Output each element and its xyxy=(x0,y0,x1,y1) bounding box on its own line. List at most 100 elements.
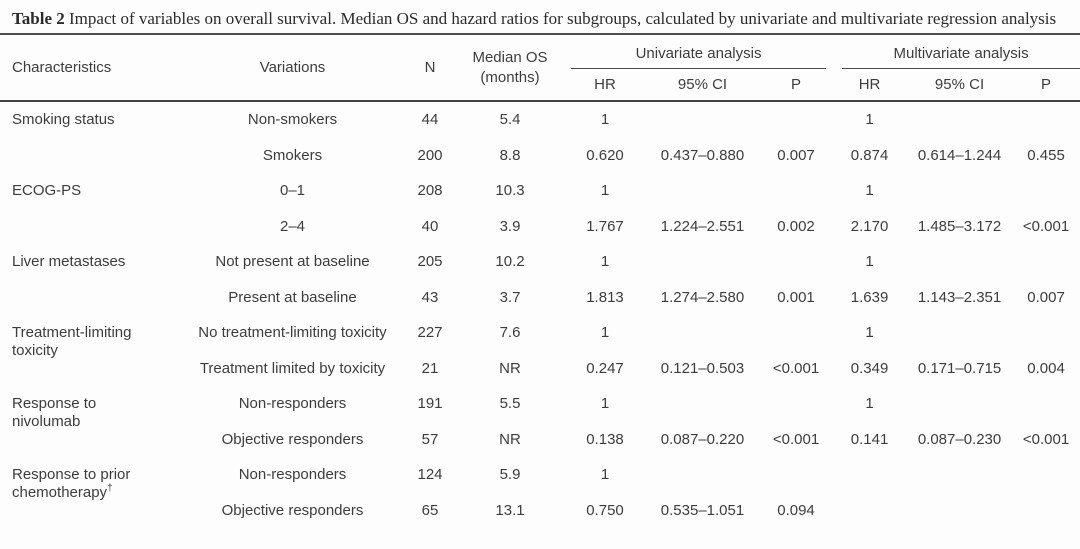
cell-uni-ci xyxy=(645,315,760,351)
cell-variation: 0–1 xyxy=(279,182,306,200)
cell-uni-p: 0.002 xyxy=(777,217,815,235)
cell-uni-p: 0.001 xyxy=(777,288,815,306)
header-group-row: Characteristics Variations N Median OS (… xyxy=(0,34,1080,102)
cell-variation: No treatment-limiting toxicity xyxy=(198,324,387,342)
cell-variation: Non-responders xyxy=(238,466,347,484)
cell-uni-ci: 0.087–0.220 xyxy=(660,430,745,448)
table-row: Treatment limited by toxicity 21 NR 0.24… xyxy=(0,351,1080,387)
cell-median-os: NR xyxy=(499,430,521,448)
cell-multi-ci: 0.171–0.715 xyxy=(917,359,1002,377)
cell-uni-ci xyxy=(645,386,760,422)
col-header-p-univariate: P xyxy=(760,69,833,102)
cell-multi-p: 0.455 xyxy=(1027,146,1065,164)
col-header-p-multivariate: P xyxy=(1012,69,1080,102)
cell-multi-p xyxy=(1012,244,1080,280)
cell-uni-hr: 1 xyxy=(600,253,610,271)
cell-multi-ci xyxy=(907,493,1012,529)
cell-variation: 2–4 xyxy=(279,217,306,235)
cell-multi-ci xyxy=(907,173,1012,209)
cell-multi-p xyxy=(1012,173,1080,209)
table-caption-label: Table 2 xyxy=(12,9,65,28)
col-header-variations: Variations xyxy=(180,34,405,102)
cell-variation: Non-responders xyxy=(238,395,347,413)
cell-multi-p: 0.004 xyxy=(1027,359,1065,377)
cell-uni-hr: 0.247 xyxy=(586,359,624,377)
cell-multi-hr xyxy=(832,493,907,529)
cell-uni-hr: 1 xyxy=(600,182,610,200)
cell-median-os: 3.7 xyxy=(499,288,521,306)
cell-uni-hr: 0.138 xyxy=(586,430,624,448)
cell-multi-p xyxy=(1012,457,1080,493)
table-row: Response to prior chemotherapy† Non-resp… xyxy=(0,457,1080,501)
cell-median-os: 8.8 xyxy=(499,146,521,164)
cell-n: 21 xyxy=(421,359,439,377)
table-row: Treatment-limiting toxicity No treatment… xyxy=(0,315,1080,359)
table-caption: Table 2 Impact of variables on overall s… xyxy=(0,0,1080,33)
cell-uni-p: 0.007 xyxy=(777,146,815,164)
cell-multi-ci: 0.087–0.230 xyxy=(917,430,1002,448)
cell-characteristic: Liver metastases xyxy=(12,253,126,270)
cell-variation: Objective responders xyxy=(221,430,364,448)
table-row: Objective responders 65 13.1 0.750 0.535… xyxy=(0,493,1080,529)
table-row: 2–4 40 3.9 1.767 1.224–2.551 0.002 2.170… xyxy=(0,209,1080,245)
cell-multi-hr: 2.170 xyxy=(850,217,889,235)
cell-uni-hr: 0.620 xyxy=(586,146,624,164)
cell-median-os: 5.5 xyxy=(499,395,521,413)
dagger-footnote-marker: † xyxy=(107,483,113,494)
cell-uni-hr: 1 xyxy=(600,111,610,129)
cell-multi-hr: 0.141 xyxy=(850,430,889,448)
cell-uni-hr: 1 xyxy=(600,466,610,484)
cell-uni-ci xyxy=(645,101,760,138)
cell-uni-p xyxy=(760,457,832,493)
cell-median-os: 5.4 xyxy=(499,111,521,129)
cell-variation: Non-smokers xyxy=(247,111,338,129)
col-group-multivariate: Multivariate analysis xyxy=(832,34,1080,69)
table-row: Response to nivolumab Non-responders 191… xyxy=(0,386,1080,430)
cell-characteristic: Response to prior chemotherapy† xyxy=(0,457,180,528)
cell-median-os: NR xyxy=(499,359,521,377)
cell-characteristic: ECOG-PS xyxy=(12,182,82,199)
cell-uni-hr: 1.767 xyxy=(586,217,624,235)
cell-uni-hr: 1.813 xyxy=(586,288,624,306)
table-row: Present at baseline 43 3.7 1.813 1.274–2… xyxy=(0,280,1080,316)
cell-uni-hr: 1 xyxy=(600,395,610,413)
cell-uni-hr: 1 xyxy=(600,324,610,342)
col-header-ci-univariate: 95% CI xyxy=(645,69,760,102)
cell-multi-hr: 1 xyxy=(865,324,874,342)
cell-uni-p: <0.001 xyxy=(772,359,820,377)
cell-multi-ci xyxy=(907,315,1012,351)
col-header-median-os: Median OS (months) xyxy=(455,34,565,102)
cell-variation: Present at baseline xyxy=(228,288,357,306)
cell-median-os: 10.2 xyxy=(495,253,525,271)
cell-uni-p xyxy=(760,386,832,422)
cell-uni-p: <0.001 xyxy=(772,430,820,448)
table-row: Smoking status Non-smokers 44 5.4 1 1 xyxy=(0,101,1080,138)
cell-multi-ci xyxy=(907,386,1012,422)
cell-uni-ci xyxy=(645,457,760,493)
col-header-hr-univariate: HR xyxy=(565,69,645,102)
cell-median-os: 3.9 xyxy=(499,217,521,235)
table-caption-text: Impact of variables on overall survival.… xyxy=(64,9,1057,28)
cell-multi-ci xyxy=(907,101,1012,138)
col-header-hr-multivariate: HR xyxy=(832,69,908,102)
cell-uni-ci: 0.437–0.880 xyxy=(660,146,745,164)
cell-multi-ci: 1.485–3.172 xyxy=(917,217,1002,235)
cell-uni-p xyxy=(760,244,832,280)
cell-uni-ci xyxy=(645,173,760,209)
cell-uni-ci xyxy=(645,244,760,280)
cell-n: 43 xyxy=(421,288,439,306)
cell-multi-ci xyxy=(907,244,1012,280)
cell-multi-ci: 0.614–1.244 xyxy=(917,146,1002,164)
characteristic-text: Response to prior chemotherapy xyxy=(12,466,131,501)
cell-multi-p: <0.001 xyxy=(1022,217,1070,235)
cell-n: 124 xyxy=(417,466,443,484)
table-row: Liver metastases Not present at baseline… xyxy=(0,244,1080,280)
table-row: Smokers 200 8.8 0.620 0.437–0.880 0.007 … xyxy=(0,138,1080,174)
cell-median-os: 5.9 xyxy=(499,466,521,484)
cell-uni-p xyxy=(760,315,832,351)
cell-characteristic: Smoking status xyxy=(12,111,115,128)
cell-n: 200 xyxy=(417,146,443,164)
cell-multi-hr: 1 xyxy=(865,111,874,129)
cell-multi-p: <0.001 xyxy=(1022,430,1070,448)
